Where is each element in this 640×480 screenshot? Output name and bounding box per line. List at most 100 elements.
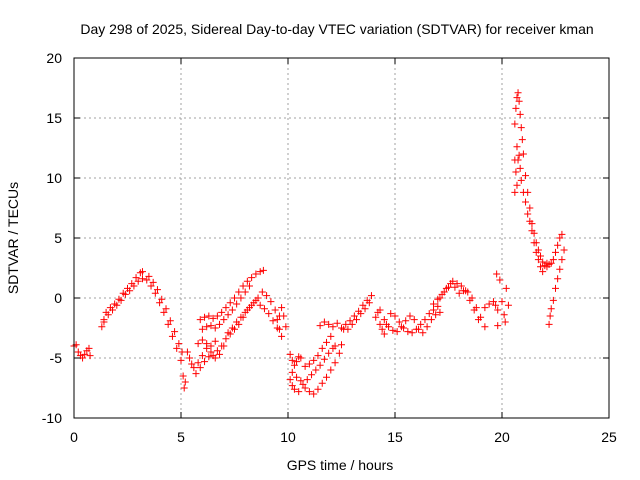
- data-point: [501, 318, 509, 326]
- data-point: [288, 356, 296, 364]
- data-point: [224, 311, 232, 319]
- data-point: [560, 246, 568, 254]
- data-point: [462, 287, 470, 295]
- data-point: [552, 284, 559, 292]
- data-point: [245, 304, 253, 312]
- data-point: [218, 308, 226, 316]
- data-point: [485, 300, 493, 308]
- data-point: [278, 332, 286, 340]
- data-point: [539, 268, 547, 276]
- data-point: [436, 308, 444, 316]
- data-point: [138, 275, 146, 283]
- data-point: [109, 306, 117, 314]
- data-point: [196, 364, 204, 372]
- data-point: [201, 358, 209, 366]
- data-point: [338, 341, 345, 349]
- data-point: [387, 310, 395, 318]
- data-point: [554, 241, 562, 249]
- data-point: [168, 332, 176, 340]
- data-point: [153, 286, 161, 294]
- data-point: [138, 268, 146, 276]
- data-point: [502, 284, 510, 292]
- data-point: [188, 360, 196, 368]
- data-point: [545, 320, 553, 328]
- x-tick-label: 15: [387, 429, 403, 445]
- data-point: [532, 248, 540, 256]
- data-point: [147, 282, 155, 290]
- y-axis-label: SDTVAR / TECUs: [5, 182, 21, 294]
- data-point: [164, 320, 172, 328]
- data-point: [323, 338, 331, 346]
- data-point: [346, 317, 354, 325]
- y-tick-label: 15: [46, 110, 62, 126]
- data-point: [519, 188, 527, 196]
- data-point: [297, 377, 305, 385]
- data-point: [511, 188, 519, 196]
- data-point: [427, 316, 435, 324]
- data-point: [329, 323, 337, 331]
- data-point: [515, 151, 523, 159]
- data-point: [243, 277, 251, 285]
- data-point: [158, 295, 166, 303]
- data-point: [267, 298, 275, 306]
- data-point: [162, 305, 170, 313]
- grid-lines: [74, 58, 609, 418]
- data-point: [466, 296, 474, 304]
- data-point: [256, 301, 264, 309]
- data-point: [547, 305, 555, 313]
- data-point: [290, 385, 298, 393]
- data-point: [522, 198, 530, 206]
- data-point: [194, 359, 202, 367]
- data-point: [361, 305, 369, 313]
- data-point: [425, 310, 433, 318]
- data-point: [198, 325, 206, 333]
- data-point: [239, 282, 247, 290]
- data-point: [121, 290, 129, 298]
- data-point: [554, 275, 562, 283]
- data-point: [327, 332, 335, 340]
- data-point: [549, 256, 557, 264]
- data-point: [98, 323, 106, 331]
- data-point: [241, 288, 249, 296]
- data-point: [423, 323, 431, 331]
- data-point: [220, 316, 228, 324]
- data-point: [316, 361, 324, 369]
- data-point: [312, 366, 320, 374]
- data-point: [528, 227, 536, 235]
- data-point: [556, 234, 564, 242]
- data-point: [190, 364, 198, 372]
- data-point: [201, 313, 209, 321]
- data-point: [79, 354, 87, 362]
- data-point: [517, 124, 525, 132]
- data-point: [293, 373, 301, 381]
- data-point: [213, 312, 221, 320]
- data-point: [320, 318, 328, 326]
- data-point: [130, 282, 138, 290]
- data-point: [513, 181, 521, 189]
- data-point: [288, 368, 296, 376]
- data-point: [493, 270, 501, 278]
- data-point: [453, 280, 461, 288]
- data-point: [526, 204, 534, 212]
- data-point: [113, 301, 121, 309]
- data-point: [297, 354, 305, 362]
- data-point: [220, 342, 228, 350]
- data-point: [432, 311, 440, 319]
- data-point: [348, 320, 356, 328]
- data-point: [335, 349, 343, 357]
- data-point: [376, 320, 384, 328]
- data-point: [156, 299, 164, 307]
- data-point: [558, 230, 566, 238]
- data-point: [263, 292, 271, 300]
- data-point: [100, 318, 108, 326]
- data-point: [524, 210, 532, 218]
- data-point: [224, 329, 232, 337]
- data-point: [316, 322, 324, 330]
- data-point: [449, 277, 457, 285]
- data-point: [380, 316, 388, 324]
- chart-title: Day 298 of 2025, Sidereal Day-to-day VTE…: [80, 21, 593, 37]
- data-point: [547, 259, 555, 267]
- data-point: [203, 323, 211, 331]
- data-point: [331, 359, 339, 367]
